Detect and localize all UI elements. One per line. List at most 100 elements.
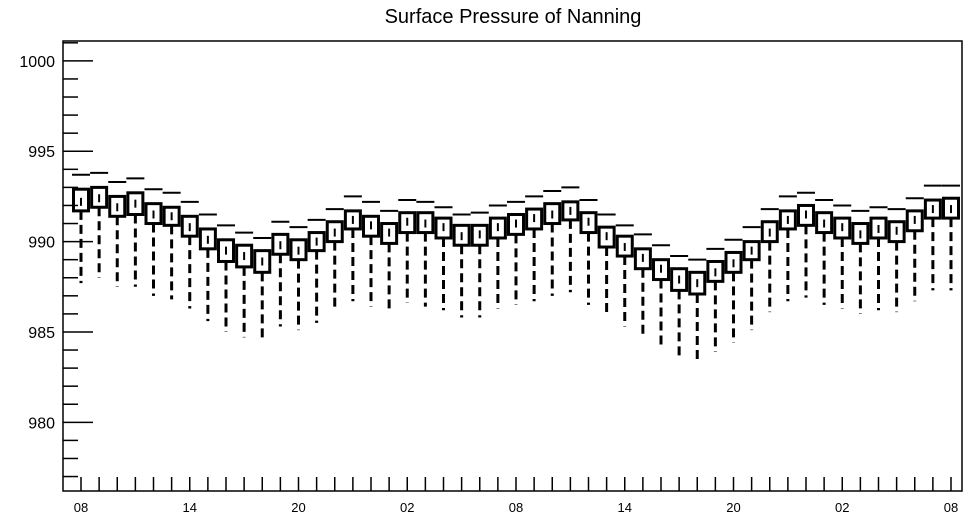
x-tick-label: 08 <box>509 500 523 515</box>
box <box>217 224 235 332</box>
box-body <box>561 200 580 222</box>
box-body <box>253 249 272 274</box>
box <box>887 208 906 313</box>
box <box>380 209 399 313</box>
x-axis: 08 14 20 02 08 14 20 02 08 <box>74 477 958 515</box>
box <box>633 233 652 338</box>
box <box>851 209 870 314</box>
box <box>724 238 743 343</box>
box-body <box>778 209 797 231</box>
box <box>271 220 290 327</box>
box-body <box>198 227 217 251</box>
box-body <box>760 220 779 244</box>
box-body <box>434 216 453 240</box>
box <box>688 258 707 363</box>
box-body <box>615 234 634 258</box>
box <box>362 200 380 307</box>
box <box>706 247 725 352</box>
box-body <box>869 216 888 240</box>
box <box>325 208 344 311</box>
box-body <box>398 211 417 235</box>
box-body <box>652 258 670 282</box>
box <box>869 206 888 311</box>
x-tick-label: 02 <box>835 500 849 515</box>
box-body <box>162 205 181 227</box>
box-body <box>325 220 344 244</box>
y-tick-label: 990 <box>28 235 55 252</box>
box <box>561 186 580 293</box>
box <box>307 218 326 323</box>
box-body <box>217 238 235 263</box>
box <box>434 206 453 311</box>
box-body <box>670 267 689 292</box>
box <box>162 191 181 300</box>
box-body <box>597 225 616 249</box>
box <box>235 231 254 338</box>
box-body <box>815 211 834 235</box>
box-body <box>633 247 652 271</box>
box <box>398 199 417 304</box>
box-body <box>362 214 380 238</box>
box <box>760 208 779 313</box>
box-body <box>742 240 761 262</box>
x-tick-label: 08 <box>74 500 88 515</box>
box-body <box>343 209 362 231</box>
box-body <box>579 211 598 235</box>
box <box>343 195 362 302</box>
box-body <box>833 216 852 240</box>
box <box>652 244 670 349</box>
box <box>488 204 507 309</box>
box <box>416 200 435 307</box>
box-body <box>235 243 254 269</box>
box <box>670 255 689 360</box>
box <box>543 190 562 296</box>
box <box>198 213 217 322</box>
box <box>742 226 761 331</box>
box-body <box>180 214 199 238</box>
box-body <box>724 250 743 274</box>
y-tick-label: 1000 <box>19 54 55 71</box>
box-body <box>289 238 308 262</box>
box-body <box>488 216 507 240</box>
x-tick-label: 20 <box>726 500 740 515</box>
x-tick-label: 14 <box>183 500 197 515</box>
box <box>470 211 489 318</box>
plot-frame <box>62 40 963 492</box>
box-series <box>72 171 960 363</box>
y-tick-label: 980 <box>28 415 55 432</box>
y-tick-label: 995 <box>28 144 55 161</box>
box <box>180 200 199 309</box>
box <box>815 199 834 305</box>
box-body <box>380 222 399 245</box>
box <box>525 195 544 302</box>
box <box>90 171 109 278</box>
box-body <box>452 223 471 247</box>
y-axis: 980 985 990 995 1000 <box>19 42 93 478</box>
box-body <box>416 211 435 235</box>
box-body <box>887 220 906 244</box>
box-body <box>797 203 815 227</box>
box <box>452 213 471 318</box>
box-body <box>144 202 163 226</box>
box <box>615 224 634 327</box>
box-body <box>706 259 725 283</box>
box-body <box>905 209 924 233</box>
box <box>797 191 815 298</box>
box-body <box>108 194 127 218</box>
box-body <box>688 270 707 296</box>
box-body <box>470 223 489 247</box>
box <box>597 213 616 316</box>
x-tick-label: 08 <box>944 500 958 515</box>
box <box>507 200 525 305</box>
x-tick-label: 14 <box>618 500 632 515</box>
box-body <box>507 212 525 236</box>
y-tick-label: 985 <box>28 325 55 342</box>
box <box>108 180 127 287</box>
box-body <box>271 232 290 256</box>
x-tick-label: 20 <box>291 500 305 515</box>
box-body <box>851 222 870 245</box>
box-body <box>72 187 90 213</box>
box-body <box>525 207 544 231</box>
box <box>126 177 145 287</box>
box-body <box>307 231 326 253</box>
